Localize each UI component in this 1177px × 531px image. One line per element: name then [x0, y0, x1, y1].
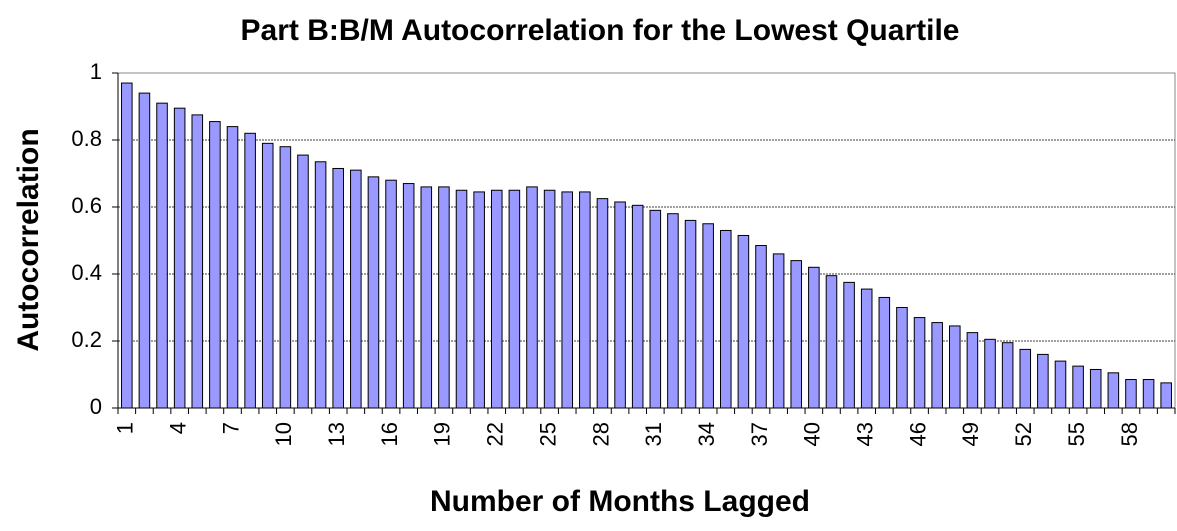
bar [367, 176, 380, 409]
x-tick-label: 1 [113, 422, 138, 434]
bar [438, 186, 450, 409]
x-tick-label: 7 [218, 422, 243, 434]
bar [1125, 379, 1137, 409]
bar [121, 82, 133, 409]
bar [455, 189, 468, 409]
bar [297, 154, 309, 409]
bar [913, 317, 926, 409]
bar [332, 167, 344, 409]
x-tick-label: 52 [1011, 422, 1036, 446]
x-tick-label: 22 [483, 422, 508, 446]
x-tick-label: 46 [905, 422, 930, 446]
bar [896, 307, 908, 409]
x-tick-label: 43 [853, 422, 878, 446]
bar [719, 229, 732, 409]
plot-frame [117, 72, 1176, 409]
bar [385, 179, 397, 409]
bar [279, 146, 292, 409]
bar [1019, 348, 1032, 409]
x-tick-label: 55 [1064, 422, 1089, 446]
y-tick-label: 0.4 [71, 260, 102, 285]
bar [561, 191, 574, 409]
bar [702, 223, 714, 409]
x-axis-title: Number of Months Lagged [430, 485, 810, 518]
x-tick-label: 28 [588, 422, 613, 446]
x-tick-label: 16 [377, 422, 402, 446]
bar [1160, 382, 1172, 409]
bar [684, 219, 697, 409]
bar [1072, 365, 1084, 409]
bar [843, 281, 855, 409]
bar [314, 161, 327, 409]
bar [191, 114, 204, 409]
bar [614, 201, 626, 409]
x-tick-label: 4 [165, 422, 190, 434]
bar [755, 245, 767, 409]
bar [878, 296, 891, 409]
bar [860, 288, 873, 409]
bar [1142, 379, 1155, 409]
y-axis-title: Autocorrelation [12, 128, 45, 351]
bar [667, 213, 679, 409]
bar [737, 234, 750, 409]
y-tick-label: 0.2 [71, 327, 102, 352]
bar [931, 322, 943, 409]
bar [984, 338, 996, 409]
bar [473, 191, 485, 409]
bar [1037, 353, 1049, 409]
bar [138, 92, 151, 409]
bar [209, 121, 221, 409]
x-tick-label: 13 [324, 422, 349, 446]
x-tick-label: 10 [271, 422, 296, 446]
bar [508, 189, 521, 409]
bar [490, 189, 503, 409]
bar [173, 107, 186, 409]
bar [1107, 372, 1120, 409]
x-tick-label: 25 [535, 422, 560, 446]
y-tick-label: 1 [90, 59, 102, 84]
y-tick-label: 0.8 [71, 126, 102, 151]
bar [226, 126, 239, 409]
bar [808, 266, 820, 409]
chart-title: Part B:B/M Autocorrelation for the Lowes… [241, 14, 960, 47]
bar [543, 189, 556, 409]
x-tick-label: 34 [694, 422, 719, 446]
bar [420, 186, 433, 409]
bar [1054, 360, 1067, 409]
bar [596, 198, 609, 409]
x-tick-label: 31 [641, 422, 666, 446]
bar [350, 169, 362, 409]
bar [790, 260, 803, 409]
bar [156, 102, 168, 409]
x-tick-label: 37 [747, 422, 772, 446]
y-tick-label: 0.6 [71, 193, 102, 218]
x-tick-label: 19 [430, 422, 455, 446]
x-tick-label: 40 [800, 422, 825, 446]
bar [825, 275, 838, 409]
bar [244, 132, 256, 409]
bar [579, 191, 591, 409]
x-tick-label: 49 [958, 422, 983, 446]
bar [402, 183, 415, 409]
x-tick-label: 58 [1117, 422, 1142, 446]
y-tick-label: 0 [90, 394, 102, 419]
bar [261, 142, 274, 409]
bar [966, 332, 979, 409]
bar [1089, 368, 1102, 409]
bar [526, 186, 538, 409]
bar [631, 204, 644, 409]
bar [772, 253, 785, 409]
bar [649, 209, 662, 409]
bar [1001, 342, 1014, 409]
bar [949, 325, 961, 409]
